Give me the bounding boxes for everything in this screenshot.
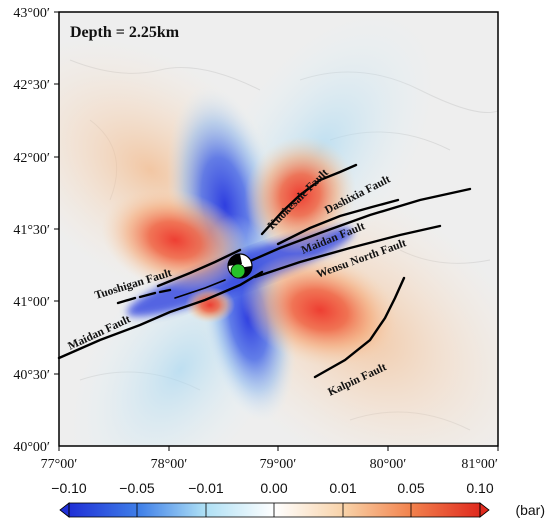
kuokesale-fault-line xyxy=(260,163,358,236)
lon-tick-label: 81°00′ xyxy=(461,457,498,472)
depth-label: Depth = 2.25km xyxy=(70,24,180,41)
colorbar-tick-label: 0.01 xyxy=(329,480,356,496)
colorbar-tick-label: 0.10 xyxy=(466,480,493,496)
tuoshigan-fault-dashed-line xyxy=(116,288,172,305)
lat-tick-label: 42°00′ xyxy=(13,151,50,166)
kalpin-fault-line xyxy=(313,276,406,379)
lat-tick-label: 43°00′ xyxy=(13,6,50,21)
colorbar-tick-label: 0.05 xyxy=(397,480,424,496)
colorbar-tick-label: 0.00 xyxy=(260,480,287,496)
colorbar-unit-label: (bar) xyxy=(515,502,545,518)
focal-mechanism-icon[interactable] xyxy=(227,253,253,279)
maidan-fault-east-line xyxy=(246,187,472,264)
lat-tick-label: 40°00′ xyxy=(13,440,50,455)
wensu-north-fault-line xyxy=(253,224,442,279)
minor-fault-line xyxy=(174,279,226,299)
lat-tick-label: 40°30′ xyxy=(13,368,50,383)
colorbar-tick-label: −0.05 xyxy=(119,480,155,496)
lon-tick-label: 77°00′ xyxy=(41,457,78,472)
colorbar xyxy=(59,502,490,518)
lon-tick-label: 79°00′ xyxy=(260,457,297,472)
lat-tick-label: 42°30′ xyxy=(13,78,50,93)
lon-tick-label: 80°00′ xyxy=(370,457,407,472)
fault-lines xyxy=(57,163,472,379)
colorbar-left-arrow xyxy=(59,502,70,518)
colorbar-tick-label: −0.01 xyxy=(188,480,224,496)
lat-tick-label: 41°30′ xyxy=(13,223,50,238)
dashixia-fault-line xyxy=(276,198,400,246)
lon-tick-label: 78°00′ xyxy=(151,457,188,472)
tuoshigan-fault-line xyxy=(156,248,242,288)
maidan-fault-west-line xyxy=(57,270,264,360)
axis-ticks xyxy=(54,11,499,451)
colorbar-right-arrow xyxy=(479,502,490,518)
lat-tick-label: 41°00′ xyxy=(13,295,50,310)
colorbar-tick-label: −0.10 xyxy=(51,480,87,496)
